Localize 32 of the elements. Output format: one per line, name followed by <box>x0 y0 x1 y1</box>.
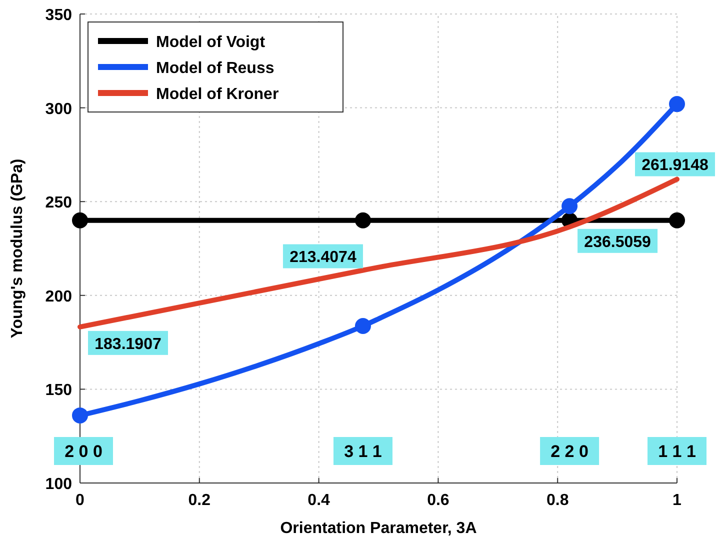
legend-label: Model of Kroner <box>156 86 279 103</box>
point <box>354 212 371 228</box>
y-tick-label: 100 <box>45 476 72 493</box>
data-label: 213.4074 <box>290 249 356 266</box>
annotation: 2 0 0 <box>64 442 102 461</box>
point <box>72 212 88 228</box>
x-tick-label: 0.4 <box>308 492 330 509</box>
data-label: 261.9148 <box>642 157 708 174</box>
x-axis-title: Orientation Parameter, 3A <box>280 520 478 537</box>
legend-label: Model of Reuss <box>156 60 274 77</box>
annotation: 3 1 1 <box>344 442 382 461</box>
y-tick-label: 350 <box>45 7 72 24</box>
point <box>669 96 685 112</box>
x-tick-label: 0.8 <box>546 492 569 509</box>
point <box>669 212 685 228</box>
x-tick-label: 0.2 <box>188 492 211 509</box>
x-tick-label: 1 <box>672 492 682 509</box>
x-tick-label: 0 <box>76 492 85 509</box>
legend-label: Model of Voigt <box>156 34 266 51</box>
data-label: 236.5059 <box>584 234 652 251</box>
y-tick-label: 250 <box>45 194 72 212</box>
point <box>562 198 578 214</box>
point <box>354 318 371 334</box>
annotation: 1 1 1 <box>658 442 696 461</box>
data-label: 183.1907 <box>94 336 162 353</box>
y-tick-label: 300 <box>45 100 72 118</box>
x-tick-label: 0.6 <box>427 492 450 509</box>
y-tick-label: 200 <box>45 288 72 306</box>
point <box>72 407 88 424</box>
y-tick-label: 150 <box>45 382 72 400</box>
annotation: 2 2 0 <box>550 442 588 461</box>
y-axis-title: Young's modulus (GPa) <box>9 158 26 338</box>
